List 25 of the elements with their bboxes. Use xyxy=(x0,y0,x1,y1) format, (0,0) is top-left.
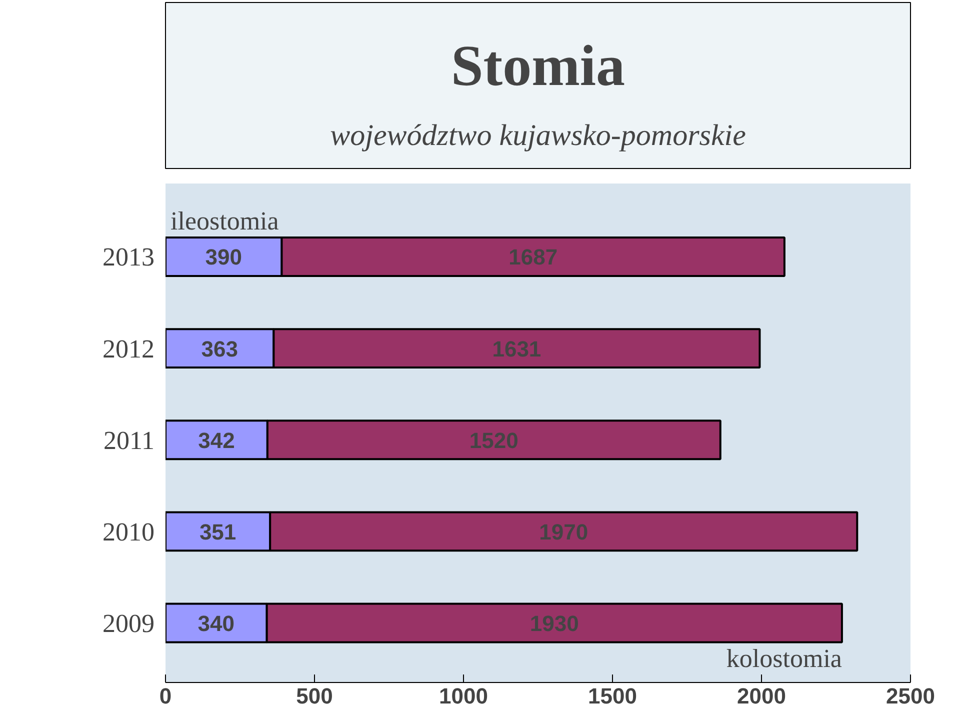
data-label: 1687 xyxy=(508,244,558,270)
y-tick-label: 2009 xyxy=(102,608,154,638)
y-tick-label: 2011 xyxy=(103,426,155,455)
chart-subtitle: województwo kujawsko-pomorskie xyxy=(330,118,746,152)
y-tick-label: 2013 xyxy=(102,242,154,272)
series-label: kolostomia xyxy=(726,644,842,674)
data-label: 1930 xyxy=(530,610,579,636)
x-tick-label: 500 xyxy=(296,684,333,708)
data-label: 1970 xyxy=(539,519,588,544)
x-tick-label: 2500 xyxy=(886,684,935,708)
series-label: ileostomia xyxy=(170,206,280,236)
data-label: 1520 xyxy=(469,428,518,453)
x-tick-label: 2000 xyxy=(737,684,786,708)
x-tick-label: 0 xyxy=(159,684,172,708)
data-label: 340 xyxy=(198,610,235,636)
data-label: 363 xyxy=(201,336,238,362)
x-tick-label: 1000 xyxy=(439,684,488,708)
data-label: 390 xyxy=(205,244,242,270)
chart-title: Stomia xyxy=(451,33,625,98)
y-tick-label: 2012 xyxy=(102,334,154,364)
data-label: 342 xyxy=(198,428,235,453)
data-label: 1631 xyxy=(492,336,542,362)
y-tick-label: 2010 xyxy=(102,517,154,546)
x-tick-label: 1500 xyxy=(588,684,637,708)
data-label: 351 xyxy=(199,519,236,544)
